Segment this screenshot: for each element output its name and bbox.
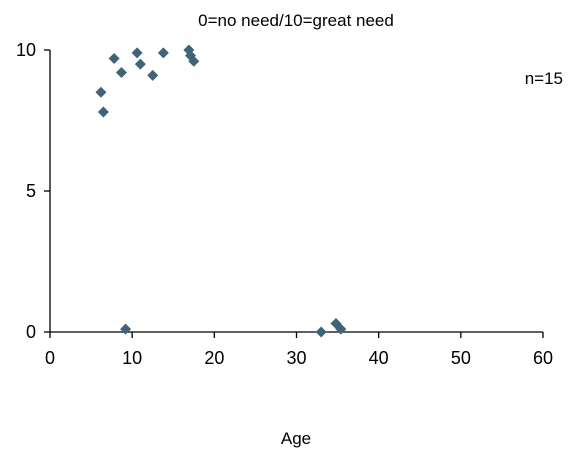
x-tick-label: 10 <box>122 348 142 368</box>
data-point <box>147 69 159 81</box>
data-points <box>95 44 347 338</box>
y-tick-label: 10 <box>16 40 36 60</box>
data-point <box>188 55 200 67</box>
data-point <box>335 323 347 335</box>
y-tick-label: 0 <box>26 322 36 342</box>
data-point <box>315 326 327 338</box>
x-tick-label: 50 <box>451 348 471 368</box>
data-point <box>131 47 143 59</box>
x-tick-label: 0 <box>45 348 55 368</box>
x-axis-label: Age <box>281 429 311 448</box>
data-point <box>97 106 109 118</box>
data-point <box>134 58 146 70</box>
data-point <box>157 47 169 59</box>
x-tick-label: 60 <box>533 348 553 368</box>
x-tick-label: 30 <box>286 348 306 368</box>
x-tick-label: 40 <box>369 348 389 368</box>
data-point <box>115 67 127 79</box>
chart-title: 0=no need/10=great need <box>198 11 394 30</box>
x-tick-label: 20 <box>204 348 224 368</box>
data-point <box>108 52 120 64</box>
axes: 0 10 20 30 40 50 60 0 5 10 <box>16 40 553 368</box>
data-point <box>95 86 107 98</box>
y-tick-label: 5 <box>26 181 36 201</box>
sample-size-note: n=15 <box>525 69 563 88</box>
data-point <box>120 323 132 335</box>
